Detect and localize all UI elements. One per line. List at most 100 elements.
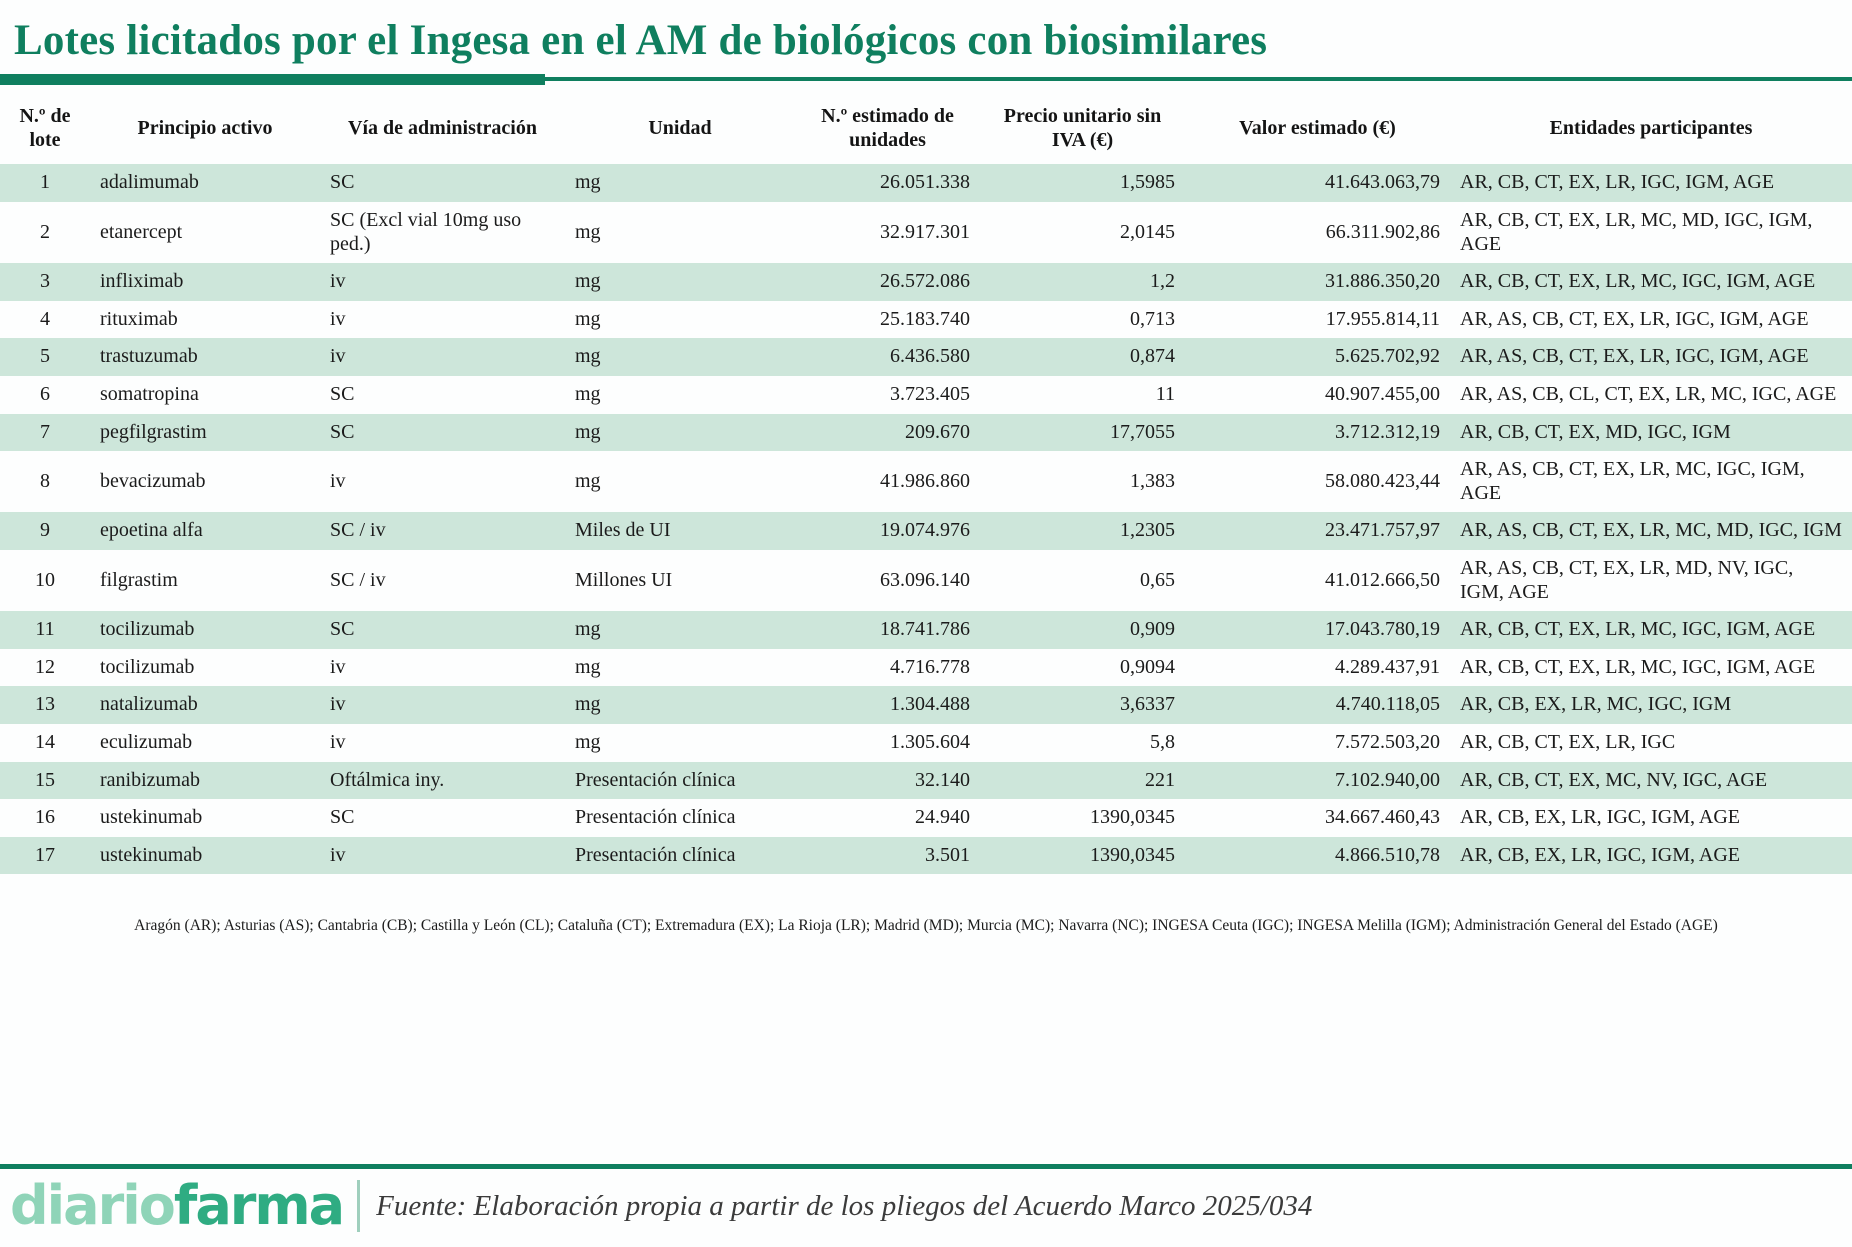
cell-precio-unitario: 0,713: [1130, 307, 1175, 330]
cell-valor-estimado: 31.886.350,20: [1325, 270, 1440, 293]
cell-via-administracion: SC: [330, 171, 355, 194]
source-text: Fuente: Elaboración propia a partir de l…: [376, 1189, 1313, 1222]
cell-via-administracion: SC: [330, 618, 355, 641]
cell-unidades-estimadas: 6.436.580: [890, 345, 970, 368]
cell-lote: 15: [35, 768, 55, 791]
cell-precio-unitario: 17,7055: [1110, 420, 1175, 443]
table-row: 4 rituximab iv mg 25.183.740 0,713 17.955.814,…: [0, 300, 1852, 339]
cell-via-administracion: iv: [330, 345, 346, 368]
cell-via-administracion: SC (Excl vial 10mg uso ped.): [330, 209, 522, 255]
cell-entidades: AR, CB, CT, EX, MD, IGC, IGM: [1460, 420, 1731, 443]
cell-precio-unitario: 1390,0345: [1090, 843, 1175, 866]
cell-principio-activo: etanercept: [100, 220, 183, 243]
cell-entidades: AR, CB, CT, EX, LR, MC, IGC, IGM, AGE: [1460, 618, 1816, 641]
table-row: 9 epoetina alfa SC / iv Miles de UI 19.074.9…: [0, 512, 1852, 550]
cell-unidades-estimadas: 1.305.604: [890, 730, 970, 753]
cell-via-administracion: iv: [330, 469, 346, 492]
cell-unidad: mg: [575, 270, 601, 293]
table-row: 8 bevacizumab iv mg 41.986.860 1,383 58.080.42…: [0, 451, 1852, 513]
table-row: 10 filgrastim SC / iv Millones UI 63.096.140…: [0, 549, 1852, 612]
cell-precio-unitario: 0,874: [1130, 345, 1175, 368]
cell-unidad: mg: [575, 383, 601, 405]
cell-valor-estimado: 4.740.118,05: [1335, 693, 1440, 716]
cell-lote: 10: [35, 568, 55, 591]
cell-unidad: mg: [575, 730, 601, 753]
cell-entidades: AR, AS, CB, CT, EX, LR, IGC, IGM, AGE: [1460, 307, 1809, 330]
cell-principio-activo: pegfilgrastim: [100, 420, 207, 443]
cell-unidad: mg: [575, 220, 601, 243]
cell-unidades-estimadas: 1.304.488: [890, 693, 970, 716]
cell-precio-unitario: 1,5985: [1120, 171, 1175, 194]
cell-via-administracion: SC: [330, 383, 355, 405]
cell-lote: 5: [40, 345, 50, 368]
cell-unidad: mg: [575, 655, 601, 678]
cell-unidades-estimadas: 19.074.976: [880, 519, 970, 542]
table-row: 16 ustekinumab SC Presentación clínica 24.94…: [0, 799, 1852, 837]
column-header-unidades-estimadas: N.º estimado de unidades: [795, 92, 980, 165]
table-row: 15 ranibizumab Oftálmica iny. Presentación …: [0, 761, 1852, 800]
column-header-precio-unitario: Precio unitario sin IVA (€): [980, 92, 1185, 165]
cell-precio-unitario: 1,2305: [1120, 519, 1175, 542]
page-title: Lotes licitados por el Ingesa en el AM d…: [14, 17, 1268, 64]
cell-valor-estimado: 66.311.902,86: [1325, 220, 1440, 243]
cell-precio-unitario: 11: [1155, 383, 1175, 405]
cell-via-administracion: SC: [330, 420, 355, 443]
cell-valor-estimado: 23.471.757,97: [1325, 519, 1440, 542]
title-rule-thin-segment: [0, 77, 1852, 82]
cell-unidades-estimadas: 3.723.405: [890, 383, 970, 405]
cell-unidad: mg: [575, 420, 601, 443]
table-row: 5 trastuzumab iv mg 6.436.580 0,874 5.625.702,…: [0, 338, 1852, 376]
cell-entidades: AR, AS, CB, CT, EX, LR, MD, NV, IGC, IGM…: [1460, 556, 1794, 603]
cell-entidades: AR, CB, CT, EX, LR, MC, MD, IGC, IGM, AG…: [1460, 209, 1813, 255]
cell-entidades: AR, AS, CB, CT, EX, LR, MC, IGC, IGM, AG…: [1460, 458, 1805, 504]
cell-entidades: AR, CB, CT, EX, LR, IGC: [1460, 730, 1676, 753]
cell-unidad: mg: [575, 345, 601, 368]
cell-unidades-estimadas: 26.051.338: [880, 171, 970, 194]
cell-unidades-estimadas: 63.096.140: [880, 568, 970, 591]
cell-via-administracion: SC / iv: [330, 568, 386, 591]
cell-unidad: mg: [575, 469, 601, 492]
cell-lote: 9: [40, 519, 50, 542]
cell-unidades-estimadas: 4.716.778: [890, 655, 970, 678]
cell-valor-estimado: 34.667.460,43: [1325, 806, 1440, 829]
cell-unidades-estimadas: 209.670: [905, 420, 970, 443]
cell-unidad: Presentación clínica: [575, 806, 736, 829]
title-rule-decoration: [0, 74, 1852, 86]
cell-via-administracion: SC: [330, 806, 355, 829]
cell-entidades: AR, CB, EX, LR, MC, IGC, IGM: [1460, 693, 1732, 716]
cell-via-administracion: SC / iv: [330, 519, 386, 542]
cell-entidades: AR, AS, CB, CT, EX, LR, IGC, IGM, AGE: [1460, 345, 1809, 368]
cell-precio-unitario: 221: [1145, 768, 1175, 791]
header-row: N.º de lote Principio activo Vía de admi…: [0, 92, 1852, 165]
cell-principio-activo: trastuzumab: [100, 345, 198, 368]
cell-principio-activo: bevacizumab: [100, 469, 206, 492]
cell-entidades: AR, CB, EX, LR, IGC, IGM, AGE: [1460, 806, 1741, 829]
cell-principio-activo: somatropina: [100, 383, 199, 405]
cell-principio-activo: infliximab: [100, 270, 184, 293]
cell-entidades: AR, CB, CT, EX, LR, IGC, IGM, AGE: [1460, 171, 1775, 194]
abbreviations-footnote: Aragón (AR); Asturias (AS); Cantabria (C…: [134, 917, 1718, 935]
cell-via-administracion: iv: [330, 655, 346, 678]
cell-principio-activo: rituximab: [100, 307, 178, 330]
cell-unidad: mg: [575, 307, 601, 330]
cell-via-administracion: iv: [330, 730, 346, 753]
cell-precio-unitario: 1390,0345: [1090, 806, 1175, 829]
cell-entidades: AR, AS, CB, CL, CT, EX, LR, MC, IGC, AGE: [1460, 383, 1837, 405]
cell-unidad: mg: [575, 171, 601, 194]
cell-principio-activo: ustekinumab: [100, 843, 203, 866]
table-row: 6 somatropina SC mg 3.723.405 11 40.907.455,00…: [0, 376, 1852, 414]
cell-lote: 4: [40, 307, 50, 330]
cell-via-administracion: iv: [330, 270, 346, 293]
table-row: 7 pegfilgrastim SC mg 209.670 17,7055 3.712.31…: [0, 413, 1852, 452]
column-header-unidad: Unidad: [565, 92, 795, 165]
cell-via-administracion: iv: [330, 693, 346, 716]
column-header-entidades: Entidades participantes: [1450, 92, 1852, 165]
cell-precio-unitario: 3,6337: [1120, 693, 1175, 716]
cell-unidades-estimadas: 3.501: [925, 843, 970, 866]
cell-unidad: mg: [575, 693, 601, 716]
cell-unidades-estimadas: 41.986.860: [880, 469, 970, 492]
cell-valor-estimado: 5.625.702,92: [1335, 345, 1440, 368]
logo-diario: diario: [10, 1174, 176, 1237]
cell-unidades-estimadas: 32.140: [915, 768, 970, 791]
